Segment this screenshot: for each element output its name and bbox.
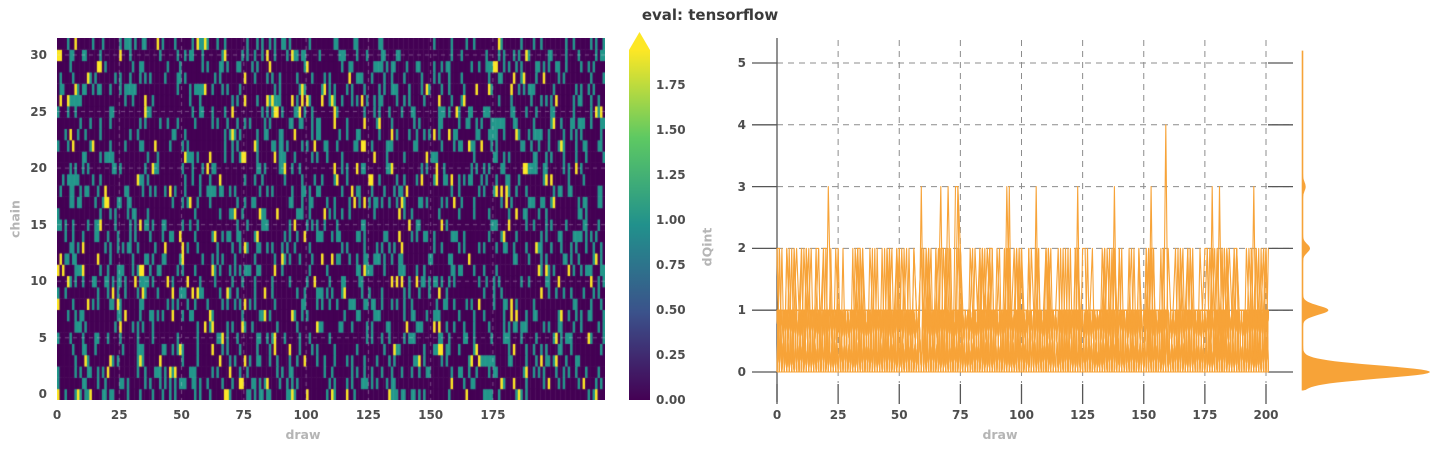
right-xaxis-label: draw — [982, 427, 1018, 442]
colorbar-tick-label: 0.00 — [656, 393, 686, 407]
left-y-tick-label: 15 — [30, 217, 47, 232]
right-y-tick-label: 2 — [737, 241, 746, 256]
colorbar-tick-label: 1.75 — [656, 78, 686, 92]
right-x-tick-label: 100 — [1008, 408, 1035, 422]
right-y-tick-label: 3 — [737, 179, 746, 194]
left-y-tick-label: 20 — [30, 161, 47, 176]
right-x-tick-label: 125 — [1070, 408, 1096, 422]
left-yaxis-label: chain — [7, 200, 23, 238]
right-y-tick-label: 0 — [737, 365, 746, 379]
left-y-tick-label: 0 — [38, 387, 47, 402]
left-x-tick-label: 150 — [418, 408, 444, 422]
left-x-tick-label: 100 — [293, 408, 319, 422]
colorbar-tick-label: 0.25 — [656, 348, 686, 362]
right-x-tick-label: 150 — [1131, 408, 1157, 422]
colorbar-extend-arrow — [629, 32, 650, 50]
dqint-trace-lines — [776, 124, 1269, 373]
right-x-tick-label: 25 — [829, 408, 847, 422]
colorbar-tick-label: 1.25 — [656, 168, 686, 182]
right-x-tick-label: 175 — [1192, 408, 1218, 422]
left-y-tick-label: 10 — [30, 274, 47, 289]
right-y-tick-label: 1 — [737, 303, 746, 318]
right-x-tick-label: 50 — [890, 408, 908, 422]
right-y-tick-label: 4 — [737, 117, 746, 132]
left-y-tick-label: 25 — [30, 104, 47, 119]
chain-draw-heatmap — [57, 38, 605, 400]
left-x-tick-label: 175 — [480, 408, 506, 422]
right-x-tick-label: 200 — [1253, 408, 1279, 422]
right-y-tick-label: 5 — [737, 56, 746, 70]
left-x-tick-label: 0 — [52, 408, 62, 422]
colorbar-label: dQint — [699, 227, 715, 267]
colorbar-tick-label: 1.00 — [656, 213, 686, 227]
right-plot-axes — [752, 38, 1293, 404]
left-x-tick-label: 25 — [110, 408, 128, 422]
left-x-tick-label: 50 — [173, 408, 190, 422]
figure-title: eval: tensorflow — [641, 6, 779, 24]
left-x-tick-label: 75 — [235, 408, 253, 422]
right-x-tick-label: 75 — [952, 408, 969, 422]
colorbar-tick-label: 0.50 — [656, 303, 686, 317]
colorbar-tick-label: 1.50 — [656, 123, 686, 137]
left-y-tick-label: 30 — [30, 47, 47, 62]
left-y-tick-label: 5 — [38, 330, 47, 345]
left-xaxis-label: draw — [285, 427, 321, 442]
dqint-marginal-density — [1303, 50, 1430, 391]
right-x-tick-label: 0 — [772, 408, 782, 422]
colorbar-tick-label: 0.75 — [656, 258, 686, 272]
colorbar — [629, 32, 650, 400]
left-x-tick-label: 125 — [355, 408, 381, 422]
